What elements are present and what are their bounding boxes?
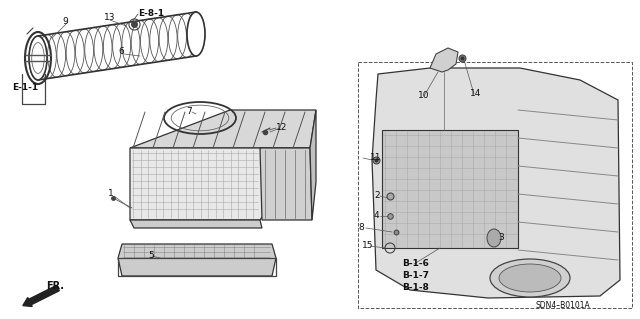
Polygon shape	[372, 68, 620, 298]
Polygon shape	[260, 148, 312, 220]
Text: 2: 2	[374, 191, 380, 201]
Text: E-1-1: E-1-1	[12, 84, 38, 93]
Text: 14: 14	[470, 90, 481, 99]
FancyArrow shape	[23, 285, 60, 307]
Text: B-1-7: B-1-7	[402, 271, 429, 280]
Ellipse shape	[499, 264, 561, 292]
Polygon shape	[310, 110, 316, 220]
Ellipse shape	[487, 229, 501, 247]
Text: 1: 1	[108, 189, 114, 198]
Text: 7: 7	[186, 108, 192, 116]
Text: 11: 11	[370, 153, 381, 162]
Polygon shape	[130, 148, 310, 220]
Text: 3: 3	[498, 234, 504, 242]
Ellipse shape	[490, 259, 570, 297]
Text: FR.: FR.	[46, 281, 64, 291]
Text: 12: 12	[276, 123, 287, 132]
Polygon shape	[430, 48, 458, 72]
Text: 15: 15	[362, 241, 374, 250]
Polygon shape	[382, 130, 518, 248]
Text: 9: 9	[62, 18, 68, 26]
Ellipse shape	[187, 12, 205, 56]
Text: SDN4–B0101A: SDN4–B0101A	[536, 301, 591, 310]
Text: B-1-8: B-1-8	[402, 284, 429, 293]
Polygon shape	[118, 244, 276, 276]
Text: 6: 6	[118, 48, 124, 56]
Text: 8: 8	[358, 224, 364, 233]
Text: 4: 4	[374, 211, 380, 220]
Text: E-8-1: E-8-1	[138, 10, 164, 19]
Text: 10: 10	[418, 92, 429, 100]
Text: 13: 13	[104, 13, 115, 23]
Ellipse shape	[29, 36, 47, 80]
Text: 5: 5	[148, 251, 154, 261]
Bar	[358, 62, 632, 308]
Polygon shape	[130, 110, 316, 148]
Text: B-1-6: B-1-6	[402, 259, 429, 269]
Polygon shape	[130, 220, 262, 228]
